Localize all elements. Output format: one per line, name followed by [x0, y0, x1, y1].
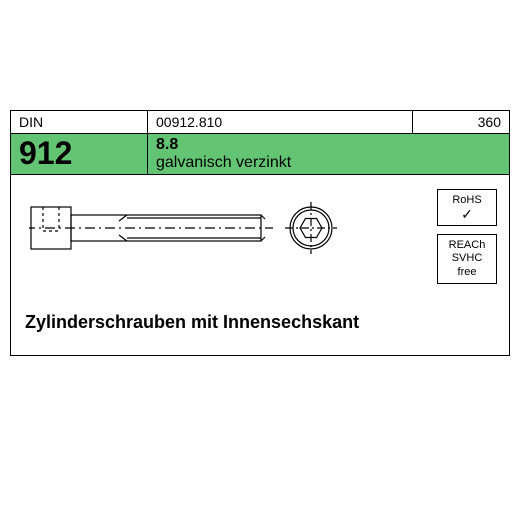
check-icon: ✓	[440, 207, 494, 221]
reach-line1: REACh	[440, 239, 494, 252]
article-number: 00912.810	[148, 111, 413, 133]
technical-drawing	[29, 193, 339, 263]
grade: 8.8	[156, 136, 501, 154]
standard-label: DIN	[11, 111, 148, 133]
standard-number: 912	[11, 134, 148, 174]
compliance-badges: RoHS ✓ REACh SVHC free	[437, 189, 497, 284]
spec-row: 912 8.8 galvanisch verzinkt	[11, 134, 509, 175]
body-area: RoHS ✓ REACh SVHC free Zylinderschrauben…	[11, 175, 509, 355]
product-spec-card: DIN 00912.810 360 912 8.8 galvanisch ver…	[10, 110, 510, 356]
finish: galvanisch verzinkt	[156, 154, 501, 172]
qty: 360	[413, 111, 509, 133]
reach-badge: REACh SVHC free	[437, 234, 497, 284]
header-row: DIN 00912.810 360	[11, 111, 509, 134]
product-title: Zylinderschrauben mit Innensechskant	[25, 312, 359, 333]
rohs-badge: RoHS ✓	[437, 189, 497, 226]
reach-line3: free	[440, 266, 494, 279]
reach-line2: SVHC	[440, 252, 494, 265]
